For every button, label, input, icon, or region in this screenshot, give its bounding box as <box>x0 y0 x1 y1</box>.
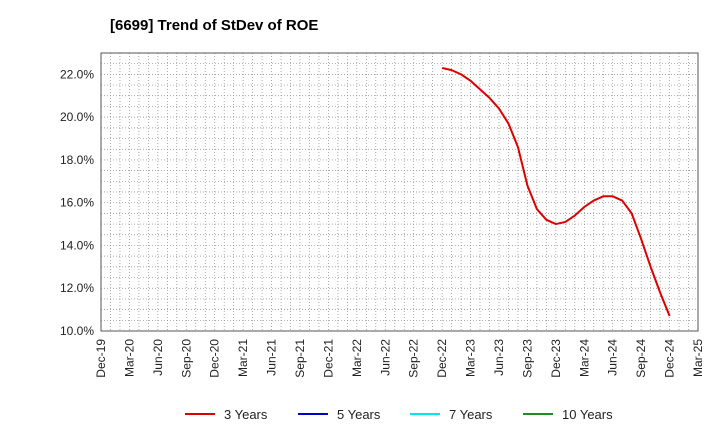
x-tick-label: Dec-21 <box>321 339 335 378</box>
series-lines <box>441 66 671 317</box>
x-axis: Dec-19 Mar-20 Jun-20 Sep-20 Dec-20 Mar-21 Jun-… <box>94 339 705 378</box>
x-tick-label: Mar-25 <box>691 339 705 377</box>
plot-area <box>100 52 699 332</box>
legend-label: 10 Years <box>562 407 613 422</box>
y-tick-label: 22.0% <box>60 67 94 81</box>
x-tick-label: Sep-20 <box>179 339 193 378</box>
x-tick-label: Mar-20 <box>122 339 136 377</box>
x-tick-label: Dec-23 <box>549 339 563 378</box>
chart-title: [6699] Trend of StDev of ROE <box>110 17 318 34</box>
y-tick-label: 18.0% <box>60 153 94 167</box>
x-tick-label: Sep-24 <box>634 339 648 378</box>
x-tick-label: Jun-24 <box>606 339 620 376</box>
y-tick-label: 10.0% <box>60 324 94 338</box>
x-tick-label: Sep-21 <box>293 339 307 378</box>
grid <box>101 53 698 331</box>
y-tick-label: 20.0% <box>60 110 94 124</box>
x-tick-label: Dec-24 <box>663 339 677 378</box>
y-tick-label: 16.0% <box>60 196 94 210</box>
x-tick-label: Mar-21 <box>236 339 250 377</box>
x-tick-label: Dec-22 <box>435 339 449 378</box>
legend-label: 7 Years <box>449 407 493 422</box>
x-tick-label: Sep-23 <box>520 339 534 378</box>
x-tick-label: Jun-22 <box>378 339 392 376</box>
legend: 3 Years 5 Years 7 Years 10 Years <box>185 407 613 422</box>
x-tick-label: Jun-20 <box>151 339 165 376</box>
y-axis: 10.0% 12.0% 14.0% 16.0% 18.0% 20.0% 22.0% <box>60 67 94 338</box>
y-tick-label: 14.0% <box>60 238 94 252</box>
x-tick-label: Mar-24 <box>577 339 591 377</box>
x-tick-label: Jun-21 <box>265 339 279 376</box>
x-tick-label: Mar-22 <box>350 339 364 377</box>
x-tick-label: Jun-23 <box>492 339 506 376</box>
x-tick-label: Mar-23 <box>464 339 478 377</box>
series-line <box>441 66 671 317</box>
x-tick-label: Dec-19 <box>94 339 108 378</box>
x-tick-label: Sep-22 <box>407 339 421 378</box>
legend-label: 3 Years <box>224 407 268 422</box>
y-tick-label: 12.0% <box>60 281 94 295</box>
x-tick-label: Dec-20 <box>208 339 222 378</box>
legend-label: 5 Years <box>337 407 381 422</box>
